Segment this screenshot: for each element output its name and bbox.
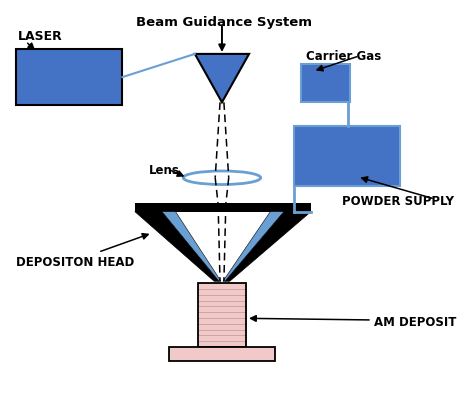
- FancyBboxPatch shape: [198, 312, 246, 318]
- Text: LASER: LASER: [18, 30, 63, 43]
- FancyBboxPatch shape: [293, 127, 400, 187]
- Text: Beam Guidance System: Beam Guidance System: [136, 16, 312, 29]
- FancyBboxPatch shape: [198, 284, 246, 289]
- FancyBboxPatch shape: [198, 324, 246, 330]
- FancyBboxPatch shape: [198, 295, 246, 301]
- FancyBboxPatch shape: [198, 307, 246, 312]
- Polygon shape: [195, 55, 249, 103]
- Polygon shape: [162, 212, 221, 282]
- FancyBboxPatch shape: [198, 330, 246, 336]
- FancyBboxPatch shape: [198, 341, 246, 347]
- FancyBboxPatch shape: [169, 347, 275, 360]
- Ellipse shape: [183, 172, 261, 185]
- FancyBboxPatch shape: [198, 318, 246, 324]
- FancyBboxPatch shape: [198, 289, 246, 295]
- FancyBboxPatch shape: [198, 301, 246, 307]
- Polygon shape: [135, 212, 219, 282]
- FancyBboxPatch shape: [301, 65, 350, 103]
- Text: AM DEPOSIT: AM DEPOSIT: [374, 315, 456, 328]
- Text: DEPOSITON HEAD: DEPOSITON HEAD: [16, 255, 134, 269]
- Polygon shape: [223, 212, 284, 282]
- Text: Lens: Lens: [148, 164, 179, 177]
- Polygon shape: [225, 212, 311, 282]
- Text: POWDER SUPPLY: POWDER SUPPLY: [342, 195, 454, 208]
- FancyBboxPatch shape: [135, 203, 311, 212]
- FancyBboxPatch shape: [198, 336, 246, 341]
- Text: Carrier Gas: Carrier Gas: [306, 50, 382, 63]
- FancyBboxPatch shape: [16, 50, 122, 106]
